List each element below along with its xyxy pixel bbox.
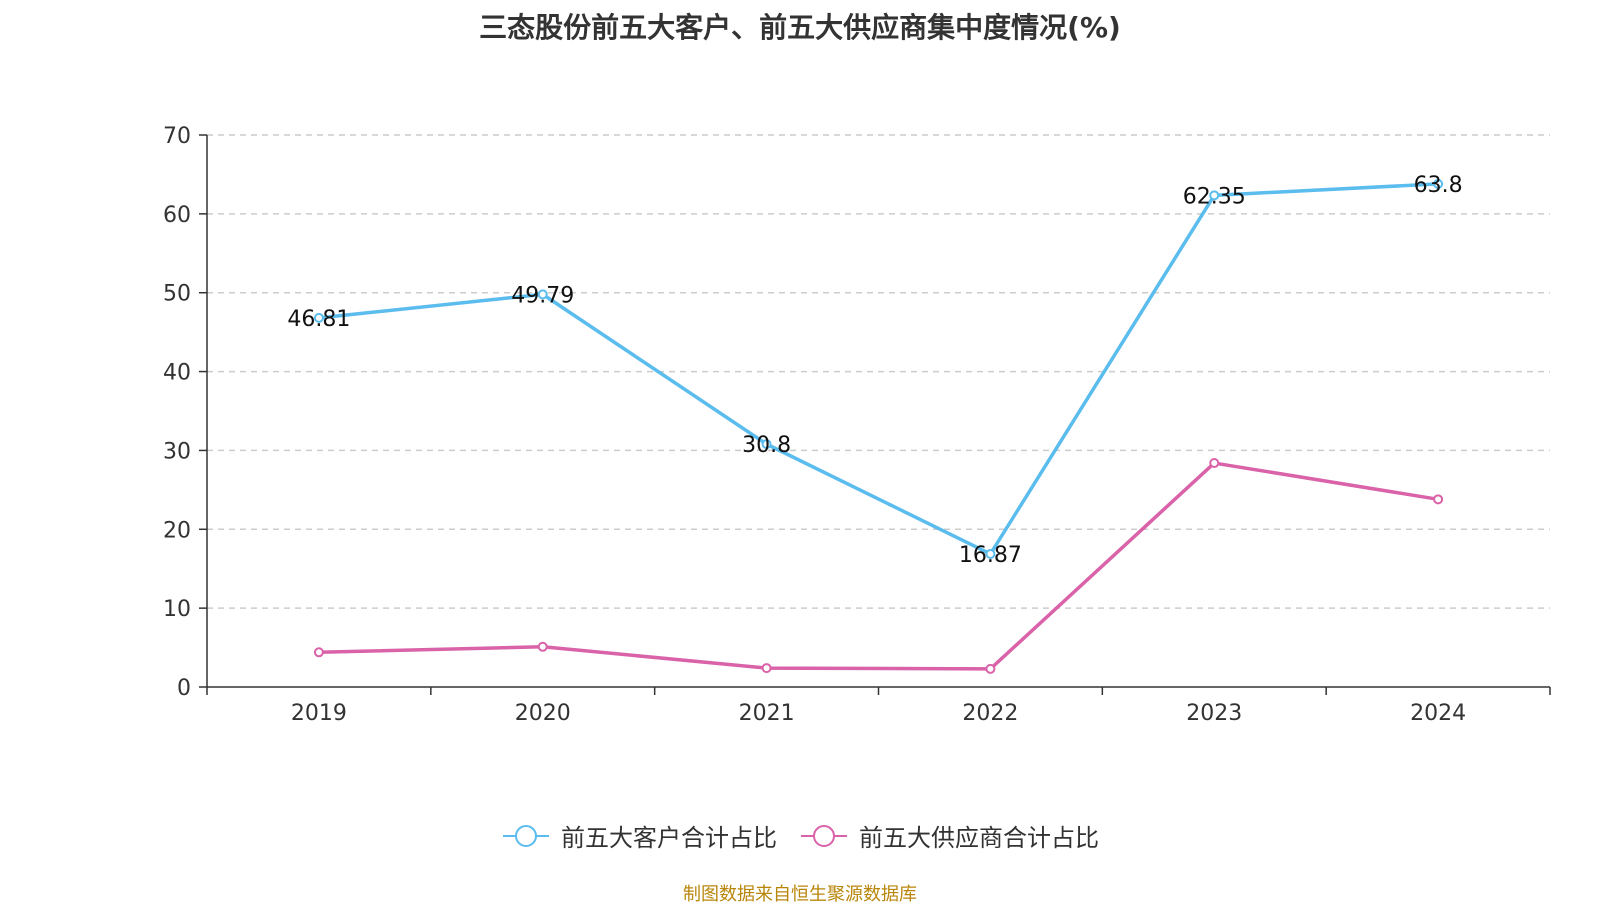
y-tick-label: 50 [163,282,191,307]
data-labels: 46.81 49.79 30.8 16.87 62.35 63.8 [287,173,1462,568]
legend-item-suppliers[interactable]: 前五大供应商合计占比 [799,818,1099,853]
data-point[interactable] [537,641,548,652]
legend-label-customers: 前五大客户合计占比 [561,824,777,852]
data-label: 63.8 [1414,173,1463,198]
legend-item-customers[interactable]: 前五大客户合计占比 [501,818,777,853]
data-point[interactable] [313,647,324,658]
data-point[interactable] [537,289,548,300]
x-tick-label: 2023 [1186,701,1242,726]
data-point[interactable] [313,312,324,323]
source-note: 制图数据来自恒生聚源数据库 [683,884,917,905]
y-tick-label: 20 [163,518,191,543]
data-point[interactable] [761,439,772,450]
data-point[interactable] [761,663,772,674]
x-tick-label: 2020 [515,701,571,726]
data-label: 16.87 [959,543,1022,568]
x-tick-label: 2024 [1410,701,1466,726]
series-line-0 [318,182,1439,556]
legend-label-suppliers: 前五大供应商合计占比 [859,824,1099,852]
data-point[interactable] [1209,190,1220,201]
series-line-1 [318,461,1439,671]
data-point[interactable] [1433,178,1444,189]
legend-marker-suppliers-icon [801,824,847,847]
data-label: 49.79 [511,283,574,308]
y-tick-label: 30 [163,439,191,464]
data-point[interactable] [1433,494,1444,505]
data-point[interactable] [985,548,996,559]
y-tick-label: 0 [177,676,191,701]
data-label: 30.8 [742,433,791,458]
data-point[interactable] [985,663,996,674]
x-tick-label: 2019 [291,701,347,726]
series-lines [313,178,1444,674]
y-tick-label: 60 [163,203,191,228]
y-tick-label: 10 [163,597,191,622]
chart-title: 三态股份前五大客户、前五大供应商集中度情况(%) [479,11,1121,44]
data-label: 62.35 [1183,184,1246,209]
y-tick-label: 70 [163,124,191,149]
x-tick-label: 2022 [962,701,1018,726]
grid-lines [207,134,1550,609]
data-point[interactable] [1209,458,1220,469]
legend: 前五大客户合计占比 前五大供应商合计占比 [0,818,1600,853]
y-tick-label: 40 [163,361,191,386]
x-tick-label: 2021 [739,701,795,726]
data-label: 46.81 [287,307,350,332]
axes: 0 10 20 30 40 50 60 70 2019 2020 2021 2022 2023 2024 [163,124,1551,726]
legend-marker-customers-icon [503,824,549,847]
